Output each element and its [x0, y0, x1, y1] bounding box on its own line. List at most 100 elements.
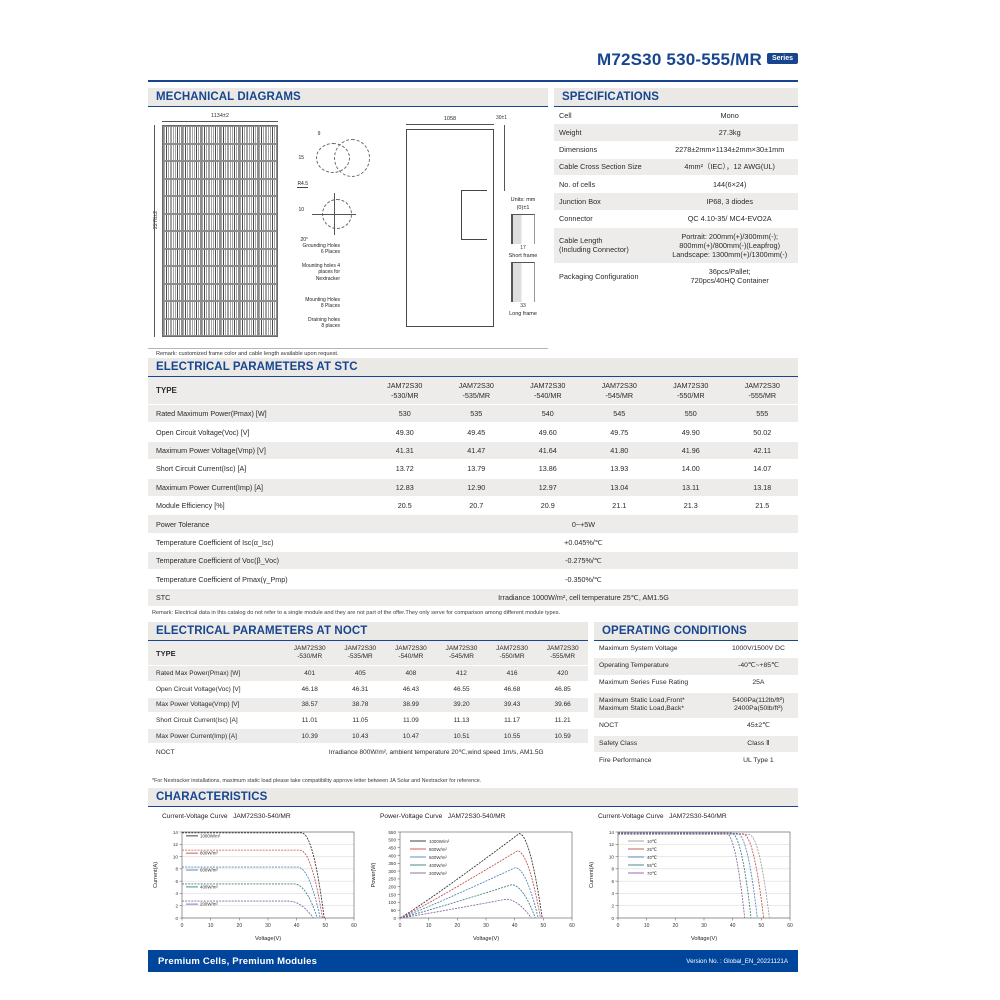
svg-text:800W/m²: 800W/m²: [429, 847, 447, 852]
stc-type-label: TYPE: [148, 377, 369, 406]
svg-text:Voltage(V): Voltage(V): [473, 936, 499, 942]
svg-text:0: 0: [617, 923, 620, 929]
stc-row: Maximum Power Voltage(Vmp) [V] 41.31 41.47…: [148, 441, 798, 461]
stc-row-label: STC: [148, 588, 369, 608]
noct-cell: 11.13: [436, 712, 487, 729]
noct-model-header: JAM72S30 -555/MR: [537, 641, 588, 667]
stc-span-value: Irradiance 1000W/m², cell temperature 25…: [369, 588, 798, 608]
noct-row: Short Circuit Current(Isc) [A] 11.01 11.05…: [148, 712, 588, 729]
svg-text:Current(A): Current(A): [153, 862, 159, 888]
chart-box-2: Current-Voltage Curve JAM72S30-540/MR 0 10…: [584, 813, 798, 944]
hole-detail-views: 9 15 10 R4.5 20° Grounding Holes 6 Place…: [288, 121, 403, 336]
operating-conditions-panel: OPERATING CONDITIONS Maximum System Volt…: [594, 622, 798, 771]
stc-cell: 555: [726, 404, 798, 424]
noct-operating-section: ELECTRICAL PARAMETERS AT NOCT TYPE JAM72S…: [148, 622, 798, 771]
stc-section-title: ELECTRICAL PARAMETERS AT STC: [148, 358, 798, 377]
stc-row-label: Temperature Coefficient of Isc(α_Isc): [148, 533, 369, 553]
svg-text:50: 50: [323, 923, 329, 929]
svg-text:10: 10: [644, 923, 650, 929]
stc-row: Module Efficiency [%] 20.5 20.7 20.9 21.1 21.…: [148, 496, 798, 516]
spec-value: 36pcs/Pallet; 720pcs/40HQ Container: [661, 263, 798, 291]
noct-cell: 46.31: [334, 681, 386, 698]
spec-value: Portrait: 200mm(+)/300mm(-); 800mm(+)/80…: [661, 227, 798, 264]
svg-text:600W/m²: 600W/m²: [200, 868, 218, 873]
noct-cell: 39.20: [436, 697, 487, 714]
stc-cell: 12.97: [512, 478, 584, 497]
spec-row: No. of cells 144(6×24): [554, 175, 798, 194]
svg-text:4: 4: [611, 891, 614, 896]
noct-cell: 11.09: [385, 712, 437, 729]
svg-text:6: 6: [611, 879, 614, 884]
noct-model-header: JAM72S30 -535/MR: [334, 641, 386, 667]
mechanical-section-title: MECHANICAL DIAGRAMS: [148, 88, 548, 107]
noct-row: Max Power Current(Imp) [A] 10.39 10.43 10.4…: [148, 728, 588, 745]
detail-dim-2-label: 15: [298, 155, 304, 161]
noct-type-label: TYPE: [148, 641, 285, 667]
svg-text:12: 12: [173, 842, 179, 847]
stc-cell: 41.96: [655, 441, 727, 461]
stc-cell: 14.00: [655, 459, 727, 479]
svg-text:60: 60: [569, 923, 575, 929]
svg-text:450: 450: [388, 845, 396, 850]
front-view-width-label: 1058: [443, 116, 457, 122]
svg-text:25℃: 25℃: [647, 847, 657, 852]
page-title: M72S30 530-555/MR Series: [148, 50, 798, 70]
svg-text:20: 20: [673, 923, 679, 929]
noct-row-label: Rated Max Power(Pmax) [W]: [148, 665, 285, 683]
noct-cell: 11.21: [537, 712, 588, 729]
frame-profiles: Units: mm (0)±1 17 Short frame 33 Long f…: [498, 121, 548, 341]
svg-text:20: 20: [237, 923, 243, 929]
noct-cell: 39.43: [486, 697, 538, 714]
svg-text:0: 0: [175, 916, 178, 921]
spec-key: Connector: [554, 210, 662, 229]
noct-cell: 46.43: [385, 681, 437, 698]
stc-remark: Remark: Electrical data in this catalog …: [152, 610, 561, 617]
stc-span-row: Temperature Coefficient of Voc(β_Voc) -0.…: [148, 551, 798, 571]
footer-version: Version No. : Global_EN_20221121A: [686, 957, 788, 965]
noct-star-note: *For Nextracker installations, maximum s…: [152, 778, 482, 784]
units-note: Units: mm: [510, 197, 536, 203]
noct-cell: 401: [284, 665, 335, 683]
stc-row-label: Maximum Power Voltage(Vmp) [V]: [148, 441, 369, 461]
noct-row-label: Max Power Voltage(Vmp) [V]: [148, 697, 285, 714]
svg-text:600W/m²: 600W/m²: [429, 855, 447, 860]
svg-text:2: 2: [175, 904, 178, 909]
stc-model-header: JAM72S30 -545/MR: [583, 377, 655, 406]
svg-text:30: 30: [701, 923, 707, 929]
svg-text:4: 4: [175, 891, 178, 896]
thickness-label: 30±1: [496, 115, 508, 121]
mounting-hole-detail-icon: [334, 139, 370, 177]
stc-cell: 49.45: [440, 422, 512, 442]
dim-line-left: [154, 125, 155, 337]
noct-row-label: Short Circuit Current(Isc) [A]: [148, 712, 285, 729]
stc-cell: 41.31: [369, 441, 441, 461]
panel-front-view-grid: [162, 125, 278, 337]
noct-model-header: JAM72S30 -545/MR: [436, 641, 487, 667]
svg-text:50: 50: [759, 923, 765, 929]
stc-span-value: 0~+5W: [369, 514, 798, 534]
svg-text:60: 60: [351, 923, 357, 929]
stc-span-value: +0.045%/℃: [369, 533, 798, 553]
chart-1: 0 10 20 30 40 50 60 0 50 100 150 200 250 300 350 400 450…: [371, 830, 575, 942]
stc-cell: 14.07: [726, 459, 798, 479]
svg-text:Voltage(V): Voltage(V): [691, 936, 717, 942]
long-frame-width-label: 33: [520, 303, 526, 309]
noct-cell: 10.51: [436, 728, 487, 745]
series-badge: Series: [766, 52, 798, 64]
noct-cell: 39.66: [537, 697, 588, 714]
stc-span-value: -0.275%/℃: [369, 551, 798, 571]
mechanical-drawing-area: 1134±2 2278±2: [148, 107, 548, 349]
stc-model-header: JAM72S30 -535/MR: [440, 377, 512, 406]
stc-cell: 41.64: [512, 441, 584, 461]
stc-row: Open Circuit Voltage(Voc) [V] 49.30 49.45 4…: [148, 422, 798, 442]
top-section: MECHANICAL DIAGRAMS 1134±2 2278±2: [148, 88, 798, 357]
operating-key: Maximum System Voltage: [594, 641, 719, 659]
svg-text:1000W/m²: 1000W/m²: [200, 833, 221, 838]
svg-text:300: 300: [388, 869, 396, 874]
chart-box-0: Current-Voltage Curve JAM72S30-540/MR 0 10…: [148, 813, 362, 944]
spec-value: 144(6×24): [661, 175, 798, 194]
mechanical-diagrams-panel: MECHANICAL DIAGRAMS 1134±2 2278±2: [148, 88, 548, 357]
noct-row-label: Max Power Current(Imp) [A]: [148, 728, 285, 745]
callout-grounding-holes: Grounding Holes 6 Places: [302, 243, 340, 256]
noct-model-header: JAM72S30 -540/MR: [385, 641, 437, 667]
